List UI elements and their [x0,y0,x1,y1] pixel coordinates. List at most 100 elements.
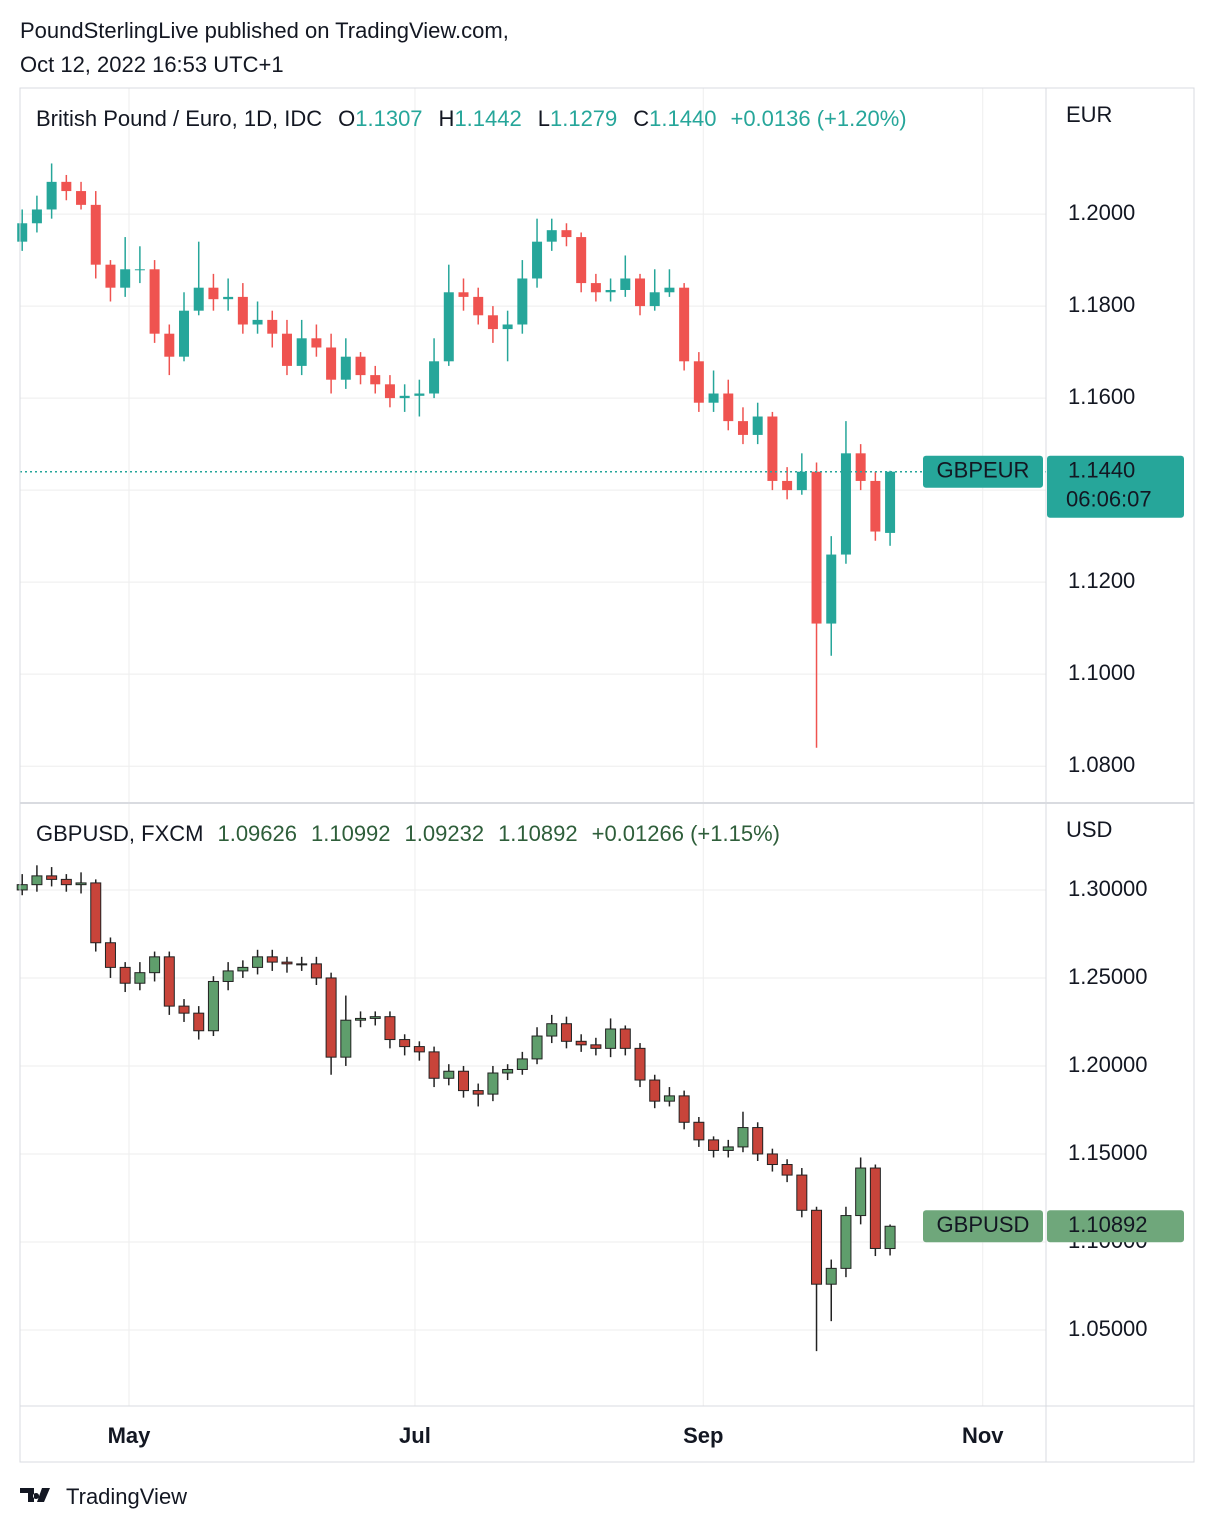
candle [340,995,352,1066]
candle [516,1051,528,1075]
legend-name: GBPUSD, FXCM [36,821,203,846]
candle [237,283,248,334]
candle [531,1027,543,1065]
candle-body [223,296,234,300]
candle-body [855,453,866,481]
candle-body [840,1215,852,1269]
candle-body [384,384,395,399]
candle-body [516,1058,528,1070]
candle-body [104,942,116,968]
candle-body [664,287,675,293]
candle [502,310,513,362]
candle [252,949,264,975]
candle [325,972,337,1075]
candle [266,949,278,971]
candle-body [472,1090,484,1095]
mark-layer [16,163,1046,1352]
candle [619,1025,631,1056]
candle-body [826,554,837,624]
candle [664,269,675,297]
candle [120,237,131,297]
axis-unit: EUR [1066,102,1112,127]
candle-body [781,1164,793,1176]
candle-body [649,292,660,307]
candle-body [679,287,690,362]
candle [693,352,704,412]
candle-body [266,956,278,963]
candle [46,867,58,887]
frame [19,87,1195,1463]
candle [193,1006,205,1040]
candle [752,402,763,445]
candle-body [649,1079,661,1102]
candle [502,1064,514,1081]
candle [134,246,145,284]
candle-body [885,471,896,533]
candle [193,241,204,316]
candle-body [414,393,425,396]
candle [649,269,660,311]
candle-body [590,283,601,293]
y-tick-label: 1.25000 [1068,964,1148,989]
candle-body [399,395,410,399]
candle [826,536,837,656]
legend-name: British Pound / Euro, 1D, IDC [36,106,322,131]
candle [179,292,190,362]
price-tag-label: 1.1440 [1068,458,1135,483]
candle-body [237,296,248,325]
candle-body [413,1046,425,1053]
y-tick-label: 1.1800 [1068,292,1135,317]
candle [487,1065,499,1102]
brand: TradingView [66,1484,187,1509]
candle [752,1122,764,1161]
x-tick-label: May [108,1423,152,1448]
candle-body [605,289,616,293]
candle-body [178,1005,190,1014]
candle [575,1034,587,1052]
candle [840,1206,852,1278]
candle [473,287,484,325]
text-layer: 1.08001.10001.12001.14001.16001.18001.20… [36,102,1184,1448]
candle [384,1011,396,1049]
candle [237,960,249,978]
candle-body [708,393,719,403]
candle [281,319,292,376]
candle-body [811,1209,823,1285]
candle [663,1087,675,1107]
logo: TradingView [20,1484,187,1509]
candle [472,1083,484,1107]
legend-value: 1.10892 [498,821,578,846]
candle [590,1037,602,1056]
candle [723,379,734,431]
candle-body [355,356,366,376]
candle [517,260,528,334]
candle-body [458,292,469,297]
legend-value: 1.1279 [550,106,617,131]
candle-body [502,1068,514,1074]
candle-body [16,884,28,891]
candle [310,956,322,985]
candle [737,1111,749,1153]
candle-body [855,1167,867,1217]
candle-body [61,181,72,192]
candle [678,1090,690,1130]
candle [620,255,631,297]
candle [693,1116,705,1147]
candle-body [105,264,116,288]
candle-body [752,416,763,435]
candle [708,1136,720,1158]
candle [840,421,851,564]
candle-body [46,875,58,880]
legend-key: L [538,106,550,131]
candle [369,1011,381,1026]
candle [208,273,219,311]
candle [105,260,116,302]
price-tag [1047,455,1184,518]
candle-body [870,480,881,532]
candle-body [825,1267,837,1285]
candle [16,874,28,896]
candle [443,264,454,366]
candle [605,278,616,302]
candle [31,865,43,892]
